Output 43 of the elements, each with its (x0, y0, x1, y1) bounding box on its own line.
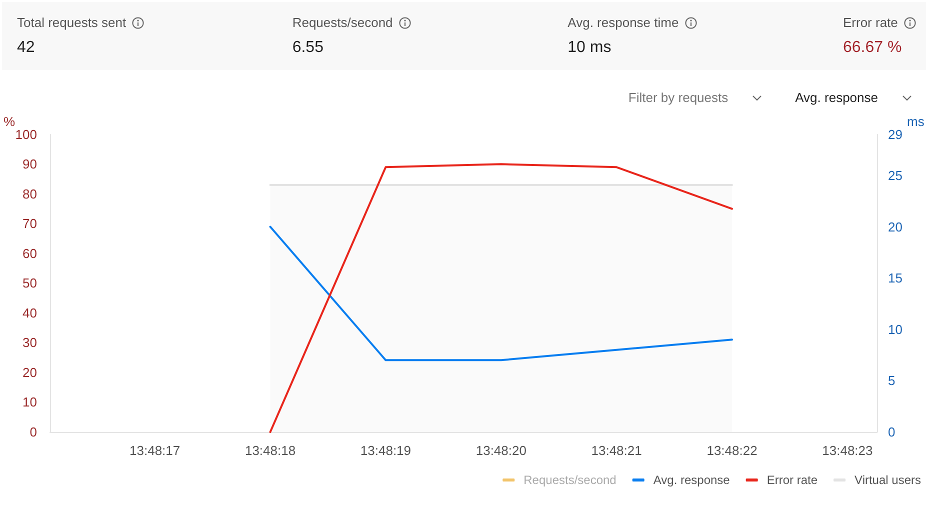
x-tick-label: 13:48:21 (591, 443, 642, 458)
y-tick-label: 40 (22, 305, 37, 320)
x-tick-label: 13:48:22 (706, 443, 758, 458)
dropdown-menu: Avg. response (795, 90, 912, 106)
y-axis-title: % (3, 114, 16, 129)
x-tick-label: 13:48:20 (476, 443, 526, 458)
y-tick-label: 10 (22, 394, 37, 410)
y2-tick-label: 25 (888, 168, 902, 183)
y-tick-label: 90 (22, 156, 37, 172)
y-tick-label: 70 (22, 216, 37, 232)
y2-tick-label: 0 (888, 424, 896, 440)
text: Requests/second (292, 15, 393, 30)
y-tick-label: 60 (22, 246, 37, 261)
y-tick-label: 30 (22, 335, 37, 350)
x-tick-label: 13:48:19 (360, 443, 412, 458)
legend-label: Virtual users (854, 473, 922, 487)
y2-tick-label: 20 (888, 219, 902, 234)
text: 66.67 % (843, 38, 902, 57)
y2-axis-title: ms (907, 114, 925, 129)
y-tick-label: 50 (22, 276, 37, 291)
line-series (269, 226, 734, 362)
text: Error rate (843, 15, 898, 30)
y2-tick-label: 29 (888, 126, 902, 142)
x-tick-label: 13:48:17 (130, 443, 180, 458)
y2-tick-label: 10 (888, 322, 902, 337)
x-tick-label: 13:48:23 (822, 443, 873, 458)
y2-tick-label: 5 (888, 373, 896, 388)
text: 6.55 (292, 38, 324, 57)
y-tick-label: 100 (15, 126, 37, 142)
x-tick-label: 13:48:18 (244, 443, 296, 458)
y-tick-label: 20 (22, 364, 37, 380)
dropdown-menu: Filter by requests (628, 90, 762, 106)
text: 42 (17, 38, 35, 57)
legend-label: Avg. response (653, 473, 730, 487)
legend-label: Requests/second (524, 473, 616, 487)
text: 10 ms (568, 38, 612, 57)
text: Total requests sent (17, 15, 126, 30)
line-series (269, 163, 734, 433)
legend-label: Error rate (766, 473, 818, 487)
y2-tick-label: 15 (888, 270, 902, 286)
text: Avg. response time (568, 15, 679, 30)
y-tick-label: 0 (30, 424, 37, 440)
y-tick-label: 80 (22, 186, 37, 202)
